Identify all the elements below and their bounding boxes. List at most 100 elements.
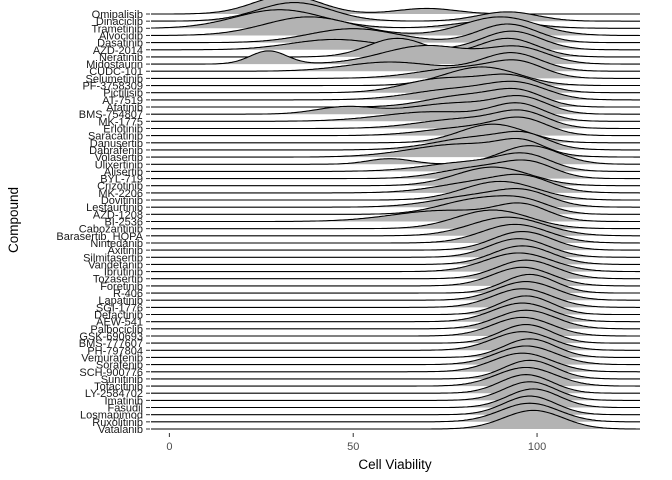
ridge-line xyxy=(151,16,641,37)
ridge-line xyxy=(151,80,640,101)
y-tick-label: Saracatinib xyxy=(88,131,143,143)
ridge-line xyxy=(151,37,640,58)
y-tick-label: Tofacitinib xyxy=(94,381,143,393)
ridge-line xyxy=(151,216,640,237)
ridge-line xyxy=(151,345,640,366)
ridge-line xyxy=(151,266,640,287)
y-tick-label: Dasatinib xyxy=(97,38,143,50)
y-tick-label: Ulixertinib xyxy=(95,159,143,171)
y-tick-label: SCH-900776 xyxy=(79,367,143,379)
y-tick-label: Sorafenib xyxy=(96,360,143,372)
y-tick-label: Ibrutinib xyxy=(104,267,143,279)
y-tick-label: Lestaurtinib xyxy=(86,202,143,214)
y-tick-label: Alvocidib xyxy=(99,30,143,42)
ridge-line xyxy=(151,295,640,316)
y-tick-label: GSK-690693 xyxy=(79,331,143,343)
ridge-line xyxy=(151,137,640,158)
y-tick-label: Barasertib_HQPA xyxy=(56,231,143,243)
ridge-line xyxy=(151,173,641,194)
y-tick-label: Defactinib xyxy=(94,310,143,322)
y-tick-label: Sunitinib xyxy=(101,374,143,386)
y-tick-label: Silmitasertib xyxy=(83,252,143,264)
ridge-line xyxy=(151,323,640,344)
ridge-line xyxy=(151,145,640,165)
ridge-line xyxy=(151,66,640,87)
ridge-line xyxy=(151,95,640,115)
y-tick-label: Alisertib xyxy=(104,166,143,178)
ridge-line xyxy=(151,109,640,130)
y-tick-label: Midostaurin xyxy=(86,59,143,71)
y-tick-label: Dinaciclib xyxy=(96,16,143,28)
ridge-line xyxy=(151,23,640,44)
ridge-line xyxy=(151,366,640,387)
y-tick-label: BMS-754807 xyxy=(79,109,143,121)
y-tick-label: LY-2584702 xyxy=(85,388,143,400)
ridge-line xyxy=(151,316,640,337)
ridge-line xyxy=(151,152,640,172)
ridge-line xyxy=(151,180,640,201)
y-tick-label: Trametinib xyxy=(91,23,143,35)
ridge-line xyxy=(151,73,640,94)
y-tick-label: Fasudil xyxy=(108,403,143,415)
ridge-line xyxy=(151,388,640,409)
y-tick-label: Tozasertib xyxy=(93,274,143,286)
y-tick-label: Dabrafenib xyxy=(89,145,143,157)
y-tick-label: Erlotinib xyxy=(103,123,143,135)
ridge-line xyxy=(151,409,640,430)
ridge-line xyxy=(151,288,640,308)
ridge-fill xyxy=(151,410,640,429)
x-tick-label: 100 xyxy=(528,441,546,453)
ridge-line xyxy=(151,130,640,151)
y-tick-label: Neratinib xyxy=(99,52,143,64)
ridge-line xyxy=(151,352,640,373)
y-tick-label: Lapatinib xyxy=(98,295,143,307)
y-tick-label: AZD-1208 xyxy=(93,209,143,221)
y-tick-label: Pictilisib xyxy=(103,88,143,100)
ridge-fill xyxy=(151,0,640,14)
y-tick-label: Vemurafenib xyxy=(81,352,143,364)
ridgeline-series xyxy=(151,0,641,430)
y-tick-label: MK-2206 xyxy=(98,188,143,200)
y-tick-label: AEW-541 xyxy=(96,317,143,329)
y-tick-label: PF-3758309 xyxy=(82,81,143,93)
y-tick-label: PH-797804 xyxy=(87,345,143,357)
ridge-line xyxy=(151,259,640,280)
y-tick-label: R-406 xyxy=(113,288,143,300)
x-tick-label: 50 xyxy=(347,441,359,453)
ridge-line xyxy=(151,166,640,187)
ridge-line xyxy=(151,281,640,301)
y-tick-label: Ruxolitinib xyxy=(92,417,143,429)
ridge-line xyxy=(151,302,640,323)
x-axis: 0 50 100 xyxy=(166,433,546,453)
ridge-line xyxy=(151,59,640,79)
y-tick-label: Palbociclib xyxy=(90,324,143,336)
y-tick-label: Selumetinib xyxy=(86,73,143,85)
ridge-line xyxy=(151,44,640,65)
ridge-line xyxy=(151,309,640,330)
y-tick-label: Danusertib xyxy=(90,138,143,150)
ridge-line xyxy=(151,102,640,122)
x-axis-title: Cell Viability xyxy=(358,457,432,472)
x-tick-label: 0 xyxy=(166,441,172,453)
ridge-vatalanib xyxy=(151,409,640,430)
y-tick-label: Vandetanib xyxy=(88,259,143,271)
ridge-line xyxy=(151,209,640,230)
ridge-line xyxy=(151,195,640,215)
ridge-line xyxy=(151,331,640,351)
ridge-line xyxy=(151,395,640,416)
y-tick-label: BI-2536 xyxy=(104,217,143,229)
ridge-line xyxy=(151,374,640,394)
y-tick-label: BMS-777607 xyxy=(79,338,143,350)
y-tick-label: BYL-719 xyxy=(100,174,143,186)
y-tick-label: AZD-2014 xyxy=(93,45,143,57)
ridge-line xyxy=(151,245,640,265)
ridge-line xyxy=(151,188,640,208)
y-tick-label: Nintedanib xyxy=(90,238,143,250)
y-tick-label: AT-7519 xyxy=(102,95,143,107)
ridge-line xyxy=(151,338,640,358)
ridge-line xyxy=(151,52,640,72)
ridge-line xyxy=(151,238,640,258)
ridge-line xyxy=(151,87,640,108)
ridge-line xyxy=(151,116,640,137)
